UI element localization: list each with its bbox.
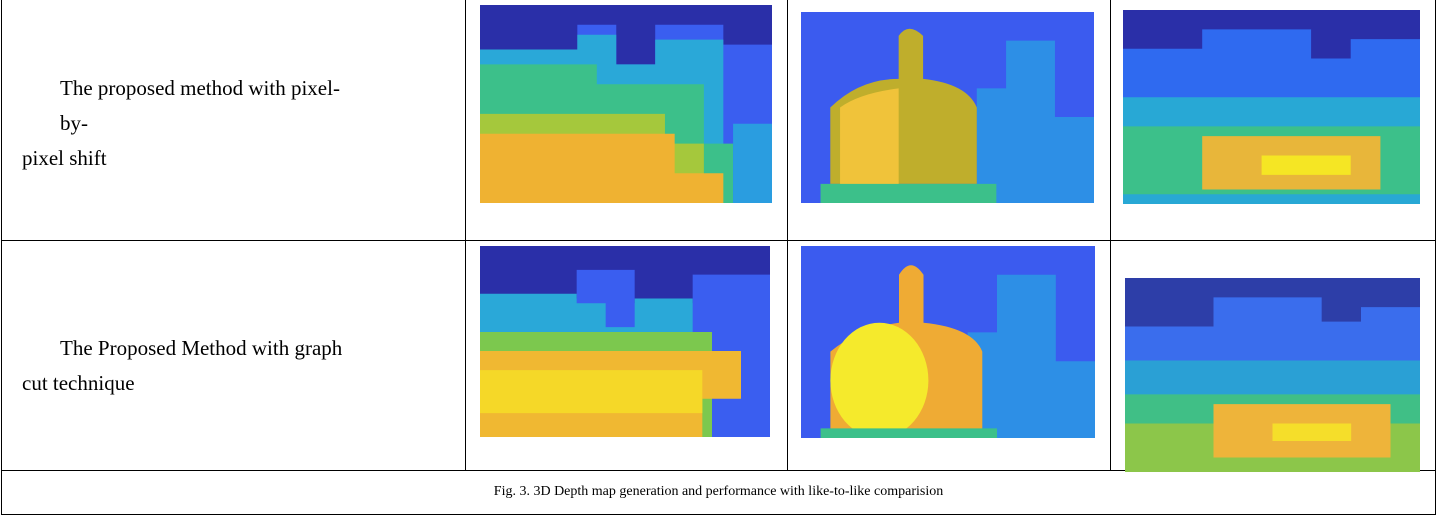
depth-map (801, 12, 1094, 203)
border (465, 0, 466, 470)
row-label: pixel shift (22, 146, 107, 170)
border (1110, 0, 1111, 470)
depth-map (1123, 10, 1420, 204)
depth-map (480, 246, 770, 437)
row-label: The proposed method with pixel- (60, 76, 340, 100)
border (1, 0, 2, 515)
row-label: The Proposed Method with graph (60, 336, 342, 360)
page: The proposed method with pixel- by- pixe… (0, 0, 1437, 515)
border (787, 0, 788, 470)
border (1, 240, 1436, 241)
depth-map (801, 246, 1095, 438)
caption: Fig. 3. 3D Depth map generation and perf… (0, 484, 1437, 500)
border (1435, 0, 1436, 515)
row-label: by- (60, 111, 88, 135)
depth-map (1125, 278, 1420, 472)
depth-map (480, 5, 772, 203)
row-label: cut technique (22, 371, 135, 395)
